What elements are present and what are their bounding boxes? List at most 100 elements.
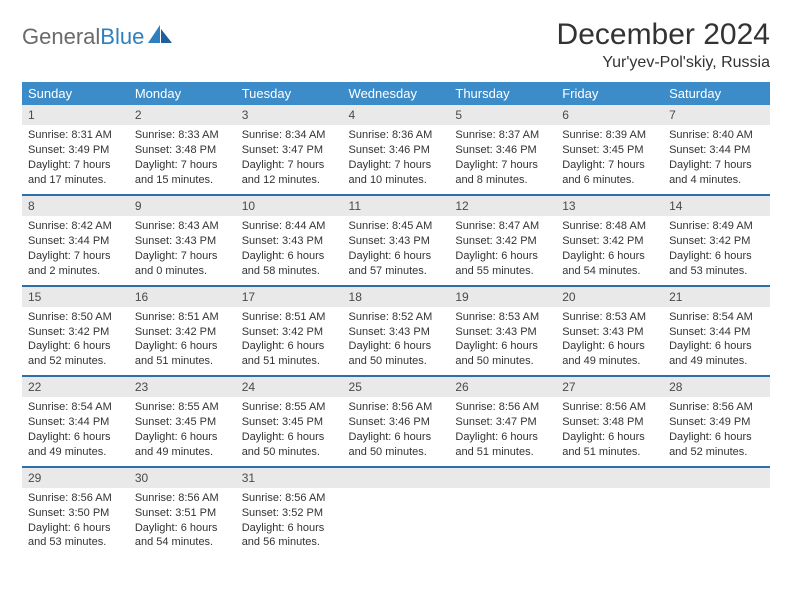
calendar-cell: 6Sunrise: 8:39 AMSunset: 3:45 PMDaylight… — [556, 105, 663, 195]
day-number: 30 — [129, 468, 236, 488]
sunset-line: Sunset: 3:45 PM — [562, 143, 657, 158]
day-body: Sunrise: 8:50 AMSunset: 3:42 PMDaylight:… — [22, 307, 129, 375]
sunset-line: Sunset: 3:42 PM — [455, 234, 550, 249]
calendar-cell: 16Sunrise: 8:51 AMSunset: 3:42 PMDayligh… — [129, 286, 236, 377]
header: GeneralBlue December 2024 Yur'yev-Pol'sk… — [22, 18, 770, 72]
day-number: 3 — [236, 105, 343, 125]
weekday-header: Sunday — [22, 82, 129, 105]
calendar-table: Sunday Monday Tuesday Wednesday Thursday… — [22, 82, 770, 557]
calendar-cell: 22Sunrise: 8:54 AMSunset: 3:44 PMDayligh… — [22, 376, 129, 467]
daylight-line: Daylight: 6 hours and 50 minutes. — [242, 430, 337, 460]
sunrise-line: Sunrise: 8:55 AM — [135, 400, 230, 415]
day-body: Sunrise: 8:54 AMSunset: 3:44 PMDaylight:… — [22, 397, 129, 465]
day-number: 18 — [343, 287, 450, 307]
day-number: 6 — [556, 105, 663, 125]
daylight-line: Daylight: 6 hours and 49 minutes. — [562, 339, 657, 369]
daylight-line: Daylight: 7 hours and 8 minutes. — [455, 158, 550, 188]
calendar-cell: 24Sunrise: 8:55 AMSunset: 3:45 PMDayligh… — [236, 376, 343, 467]
calendar-cell: 12Sunrise: 8:47 AMSunset: 3:42 PMDayligh… — [449, 195, 556, 286]
day-number-empty — [449, 468, 556, 488]
day-body: Sunrise: 8:34 AMSunset: 3:47 PMDaylight:… — [236, 125, 343, 193]
calendar-cell — [663, 467, 770, 557]
day-number: 17 — [236, 287, 343, 307]
sunrise-line: Sunrise: 8:34 AM — [242, 128, 337, 143]
daylight-line: Daylight: 6 hours and 51 minutes. — [455, 430, 550, 460]
day-body: Sunrise: 8:44 AMSunset: 3:43 PMDaylight:… — [236, 216, 343, 284]
sunset-line: Sunset: 3:43 PM — [455, 325, 550, 340]
sunset-line: Sunset: 3:44 PM — [28, 234, 123, 249]
day-body: Sunrise: 8:56 AMSunset: 3:52 PMDaylight:… — [236, 488, 343, 556]
daylight-line: Daylight: 7 hours and 4 minutes. — [669, 158, 764, 188]
sunset-line: Sunset: 3:48 PM — [135, 143, 230, 158]
calendar-cell — [343, 467, 450, 557]
title-block: December 2024 Yur'yev-Pol'skiy, Russia — [557, 18, 770, 72]
day-number: 10 — [236, 196, 343, 216]
daylight-line: Daylight: 6 hours and 52 minutes. — [669, 430, 764, 460]
calendar-cell: 25Sunrise: 8:56 AMSunset: 3:46 PMDayligh… — [343, 376, 450, 467]
day-body: Sunrise: 8:56 AMSunset: 3:48 PMDaylight:… — [556, 397, 663, 465]
day-body: Sunrise: 8:31 AMSunset: 3:49 PMDaylight:… — [22, 125, 129, 193]
weekday-header: Saturday — [663, 82, 770, 105]
day-number: 27 — [556, 377, 663, 397]
day-number: 5 — [449, 105, 556, 125]
calendar-cell: 23Sunrise: 8:55 AMSunset: 3:45 PMDayligh… — [129, 376, 236, 467]
day-body: Sunrise: 8:54 AMSunset: 3:44 PMDaylight:… — [663, 307, 770, 375]
sunrise-line: Sunrise: 8:48 AM — [562, 219, 657, 234]
sunset-line: Sunset: 3:47 PM — [455, 415, 550, 430]
sunrise-line: Sunrise: 8:47 AM — [455, 219, 550, 234]
day-body: Sunrise: 8:53 AMSunset: 3:43 PMDaylight:… — [556, 307, 663, 375]
sunset-line: Sunset: 3:43 PM — [135, 234, 230, 249]
sunset-line: Sunset: 3:43 PM — [349, 234, 444, 249]
day-body: Sunrise: 8:56 AMSunset: 3:46 PMDaylight:… — [343, 397, 450, 465]
sunset-line: Sunset: 3:43 PM — [242, 234, 337, 249]
day-body: Sunrise: 8:56 AMSunset: 3:47 PMDaylight:… — [449, 397, 556, 465]
daylight-line: Daylight: 6 hours and 49 minutes. — [135, 430, 230, 460]
weekday-header: Monday — [129, 82, 236, 105]
sunset-line: Sunset: 3:45 PM — [242, 415, 337, 430]
day-number: 26 — [449, 377, 556, 397]
day-number: 31 — [236, 468, 343, 488]
day-body: Sunrise: 8:56 AMSunset: 3:51 PMDaylight:… — [129, 488, 236, 556]
day-number: 9 — [129, 196, 236, 216]
sunrise-line: Sunrise: 8:56 AM — [242, 491, 337, 506]
sunrise-line: Sunrise: 8:56 AM — [349, 400, 444, 415]
sunrise-line: Sunrise: 8:52 AM — [349, 310, 444, 325]
sunset-line: Sunset: 3:46 PM — [349, 415, 444, 430]
day-number: 11 — [343, 196, 450, 216]
sunrise-line: Sunrise: 8:31 AM — [28, 128, 123, 143]
daylight-line: Daylight: 7 hours and 17 minutes. — [28, 158, 123, 188]
day-body: Sunrise: 8:39 AMSunset: 3:45 PMDaylight:… — [556, 125, 663, 193]
day-number: 25 — [343, 377, 450, 397]
sunrise-line: Sunrise: 8:40 AM — [669, 128, 764, 143]
calendar-cell: 5Sunrise: 8:37 AMSunset: 3:46 PMDaylight… — [449, 105, 556, 195]
sunrise-line: Sunrise: 8:56 AM — [135, 491, 230, 506]
daylight-line: Daylight: 7 hours and 2 minutes. — [28, 249, 123, 279]
day-body: Sunrise: 8:47 AMSunset: 3:42 PMDaylight:… — [449, 216, 556, 284]
sunrise-line: Sunrise: 8:54 AM — [28, 400, 123, 415]
day-number: 12 — [449, 196, 556, 216]
sunrise-line: Sunrise: 8:56 AM — [562, 400, 657, 415]
sunset-line: Sunset: 3:52 PM — [242, 506, 337, 521]
sunset-line: Sunset: 3:43 PM — [349, 325, 444, 340]
day-body: Sunrise: 8:43 AMSunset: 3:43 PMDaylight:… — [129, 216, 236, 284]
day-number: 21 — [663, 287, 770, 307]
sunrise-line: Sunrise: 8:37 AM — [455, 128, 550, 143]
weekday-header: Wednesday — [343, 82, 450, 105]
sunset-line: Sunset: 3:44 PM — [28, 415, 123, 430]
day-body: Sunrise: 8:36 AMSunset: 3:46 PMDaylight:… — [343, 125, 450, 193]
daylight-line: Daylight: 7 hours and 12 minutes. — [242, 158, 337, 188]
calendar-row: 29Sunrise: 8:56 AMSunset: 3:50 PMDayligh… — [22, 467, 770, 557]
sunset-line: Sunset: 3:42 PM — [135, 325, 230, 340]
daylight-line: Daylight: 6 hours and 50 minutes. — [349, 339, 444, 369]
daylight-line: Daylight: 7 hours and 15 minutes. — [135, 158, 230, 188]
calendar-cell: 11Sunrise: 8:45 AMSunset: 3:43 PMDayligh… — [343, 195, 450, 286]
day-number-empty — [343, 468, 450, 488]
daylight-line: Daylight: 6 hours and 54 minutes. — [135, 521, 230, 551]
calendar-cell: 30Sunrise: 8:56 AMSunset: 3:51 PMDayligh… — [129, 467, 236, 557]
brand-word-1: General — [22, 24, 100, 50]
sunrise-line: Sunrise: 8:39 AM — [562, 128, 657, 143]
daylight-line: Daylight: 7 hours and 6 minutes. — [562, 158, 657, 188]
daylight-line: Daylight: 6 hours and 53 minutes. — [28, 521, 123, 551]
calendar-cell: 10Sunrise: 8:44 AMSunset: 3:43 PMDayligh… — [236, 195, 343, 286]
sunset-line: Sunset: 3:49 PM — [669, 415, 764, 430]
